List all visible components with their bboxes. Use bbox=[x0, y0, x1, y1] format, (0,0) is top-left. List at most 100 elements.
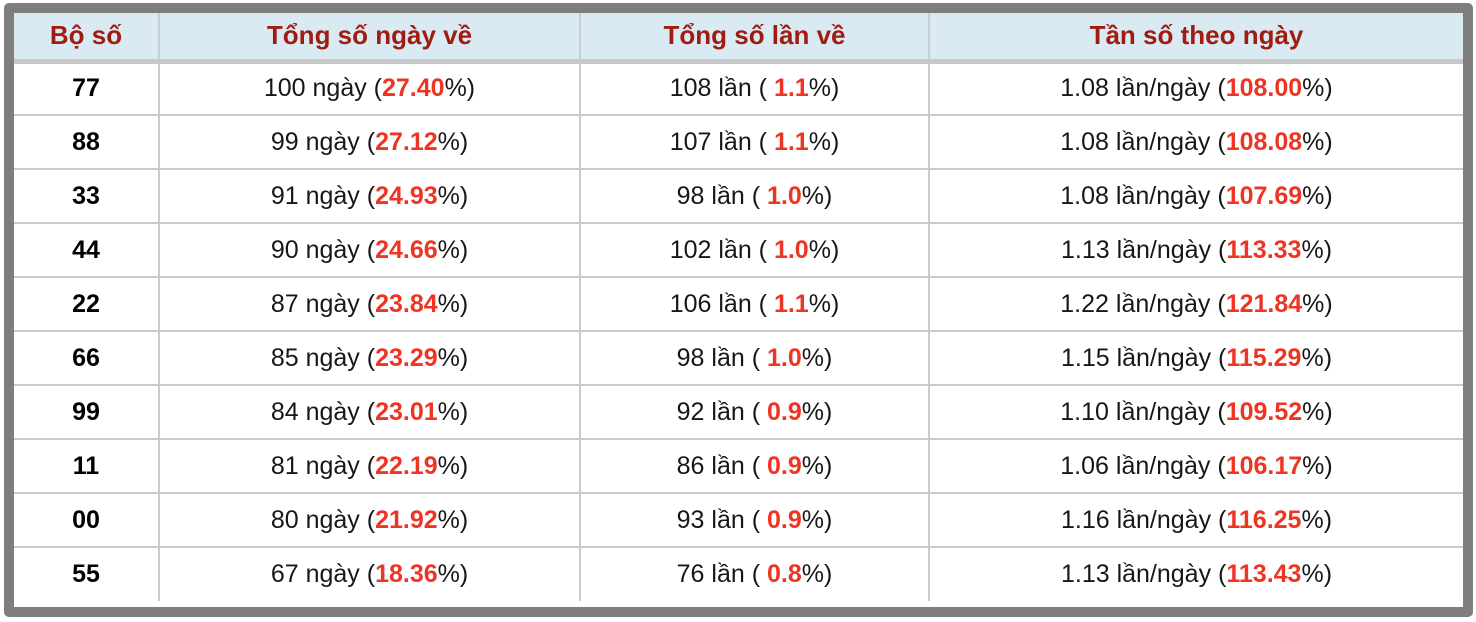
days-cell-suffix: %) bbox=[444, 74, 476, 103]
lottery-stats-table: Bộ số Tổng số ngày về Tổng số lần về Tần… bbox=[14, 13, 1463, 601]
table-row: 88 99 ngày (27.12%) 107 lần ( 1.1%) 1.08 lầ… bbox=[14, 114, 1463, 170]
days-cell-highlight: 27.12 bbox=[375, 127, 438, 156]
days-cell-highlight: 23.01 bbox=[375, 397, 438, 426]
times-cell-suffix: %) bbox=[801, 181, 833, 210]
days-cell-text: 99 ngày ( bbox=[270, 127, 376, 156]
times-cell-text: 86 lần ( bbox=[676, 451, 767, 480]
table-row: 22 87 ngày (23.84%) 106 lần ( 1.1%) 1.22 lầ… bbox=[14, 276, 1463, 332]
days-cell-text: 100 ngày ( bbox=[263, 74, 382, 103]
days-cell: 99 ngày (27.12%) bbox=[158, 114, 581, 170]
days-cell-text: 91 ngày ( bbox=[270, 181, 376, 210]
times-cell-highlight: 0.9 bbox=[767, 505, 802, 534]
times-cell: 93 lần ( 0.9%) bbox=[579, 492, 930, 548]
freq-cell: 1.16 lần/ngày (116.25%) bbox=[928, 492, 1463, 548]
table-row: 66 85 ngày (23.29%) 98 lần ( 1.0%) 1.15 lần… bbox=[14, 330, 1463, 386]
freq-cell-highlight: 109.52 bbox=[1225, 397, 1303, 426]
pair-cell: 22 bbox=[14, 276, 160, 332]
stats-table-frame: Bộ số Tổng số ngày về Tổng số lần về Tần… bbox=[4, 3, 1473, 617]
table-row: 44 90 ngày (24.66%) 102 lần ( 1.0%) 1.13 lầ… bbox=[14, 222, 1463, 278]
freq-cell: 1.13 lần/ngày (113.43%) bbox=[928, 546, 1463, 601]
days-cell-text: 85 ngày ( bbox=[270, 343, 376, 372]
freq-cell-highlight: 115.29 bbox=[1226, 343, 1302, 372]
times-cell: 86 lần ( 0.9%) bbox=[579, 438, 930, 494]
days-cell-suffix: %) bbox=[437, 451, 469, 480]
times-cell: 107 lần ( 1.1%) bbox=[579, 114, 930, 170]
days-cell-suffix: %) bbox=[437, 181, 469, 210]
freq-cell: 1.13 lần/ngày (113.33%) bbox=[928, 222, 1463, 278]
days-cell: 81 ngày (22.19%) bbox=[158, 438, 581, 494]
freq-cell-suffix: %) bbox=[1301, 235, 1333, 264]
header-row: Bộ số Tổng số ngày về Tổng số lần về Tần… bbox=[14, 13, 1463, 64]
times-cell-highlight: 1.0 bbox=[767, 181, 802, 210]
table-row: 99 84 ngày (23.01%) 92 lần ( 0.9%) 1.10 lần… bbox=[14, 384, 1463, 440]
pair-cell: 11 bbox=[14, 438, 160, 494]
times-cell: 108 lần ( 1.1%) bbox=[579, 60, 930, 116]
days-cell-suffix: %) bbox=[437, 289, 469, 318]
freq-cell-suffix: %) bbox=[1302, 397, 1333, 426]
days-cell: 67 ngày (18.36%) bbox=[158, 546, 581, 601]
days-cell-highlight: 27.40 bbox=[382, 74, 445, 103]
days-cell-highlight: 24.93 bbox=[375, 181, 438, 210]
freq-cell-text: 1.13 lần/ngày ( bbox=[1060, 560, 1227, 588]
days-cell-suffix: %) bbox=[437, 235, 469, 264]
pair-cell: 00 bbox=[14, 492, 160, 548]
times-cell-text: 92 lần ( bbox=[676, 397, 767, 426]
freq-cell-text: 1.13 lần/ngày ( bbox=[1060, 235, 1227, 264]
days-cell-suffix: %) bbox=[437, 343, 469, 372]
days-cell-text: 87 ngày ( bbox=[270, 289, 376, 318]
freq-cell-highlight: 107.69 bbox=[1225, 181, 1303, 210]
times-cell: 76 lần ( 0.8%) bbox=[579, 546, 930, 601]
pair-cell: 88 bbox=[14, 114, 160, 170]
times-cell-highlight: 1.0 bbox=[773, 235, 809, 264]
times-cell-suffix: %) bbox=[801, 560, 833, 588]
days-cell-highlight: 23.29 bbox=[375, 343, 438, 372]
freq-cell-suffix: %) bbox=[1301, 343, 1333, 372]
times-cell-text: 93 lần ( bbox=[676, 505, 767, 534]
pair-cell: 66 bbox=[14, 330, 160, 386]
table-body: 77 100 ngày (27.40%) 108 lần ( 1.1%) 1.08 l… bbox=[14, 60, 1463, 601]
freq-cell-text: 1.15 lần/ngày ( bbox=[1060, 343, 1227, 372]
times-cell-suffix: %) bbox=[808, 74, 840, 103]
days-cell-suffix: %) bbox=[437, 560, 469, 588]
days-cell-text: 80 ngày ( bbox=[270, 505, 376, 534]
times-cell: 92 lần ( 0.9%) bbox=[579, 384, 930, 440]
times-cell-suffix: %) bbox=[801, 451, 833, 480]
freq-cell-highlight: 113.43 bbox=[1226, 560, 1302, 588]
days-cell-text: 90 ngày ( bbox=[270, 235, 376, 264]
times-cell-suffix: %) bbox=[801, 397, 833, 426]
times-cell-highlight: 0.9 bbox=[767, 451, 802, 480]
table-row: 77 100 ngày (27.40%) 108 lần ( 1.1%) 1.08 l… bbox=[14, 60, 1463, 116]
col-header-freq: Tần số theo ngày bbox=[928, 13, 1463, 64]
days-cell-text: 81 ngày ( bbox=[270, 451, 376, 480]
freq-cell-highlight: 121.84 bbox=[1225, 289, 1303, 318]
freq-cell-text: 1.08 lần/ngày ( bbox=[1060, 127, 1226, 156]
freq-cell: 1.06 lần/ngày (106.17%) bbox=[928, 438, 1463, 494]
times-cell-text: 98 lần ( bbox=[676, 343, 767, 372]
pair-cell: 33 bbox=[14, 168, 160, 224]
freq-cell-suffix: %) bbox=[1302, 74, 1333, 103]
days-cell: 91 ngày (24.93%) bbox=[158, 168, 581, 224]
freq-cell: 1.08 lần/ngày (108.08%) bbox=[928, 114, 1463, 170]
freq-cell-highlight: 108.00 bbox=[1225, 74, 1303, 103]
pair-cell: 44 bbox=[14, 222, 160, 278]
days-cell: 84 ngày (23.01%) bbox=[158, 384, 581, 440]
freq-cell-text: 1.16 lần/ngày ( bbox=[1060, 505, 1227, 534]
times-cell-text: 106 lần ( bbox=[669, 289, 774, 318]
days-cell-suffix: %) bbox=[437, 397, 469, 426]
days-cell-text: 84 ngày ( bbox=[270, 397, 376, 426]
freq-cell: 1.22 lần/ngày (121.84%) bbox=[928, 276, 1463, 332]
days-cell-highlight: 22.19 bbox=[375, 451, 438, 480]
times-cell: 102 lần ( 1.0%) bbox=[579, 222, 930, 278]
pair-cell: 77 bbox=[14, 60, 160, 116]
times-cell-text: 107 lần ( bbox=[669, 127, 774, 156]
days-cell: 87 ngày (23.84%) bbox=[158, 276, 581, 332]
pair-cell: 99 bbox=[14, 384, 160, 440]
times-cell-suffix: %) bbox=[801, 343, 833, 372]
times-cell-highlight: 1.1 bbox=[773, 289, 809, 318]
days-cell: 90 ngày (24.66%) bbox=[158, 222, 581, 278]
freq-cell-text: 1.06 lần/ngày ( bbox=[1060, 451, 1226, 480]
table-row: 33 91 ngày (24.93%) 98 lần ( 1.0%) 1.08 lần… bbox=[14, 168, 1463, 224]
freq-cell-suffix: %) bbox=[1301, 505, 1333, 534]
days-cell-text: 67 ngày ( bbox=[270, 560, 376, 588]
times-cell-suffix: %) bbox=[801, 505, 833, 534]
